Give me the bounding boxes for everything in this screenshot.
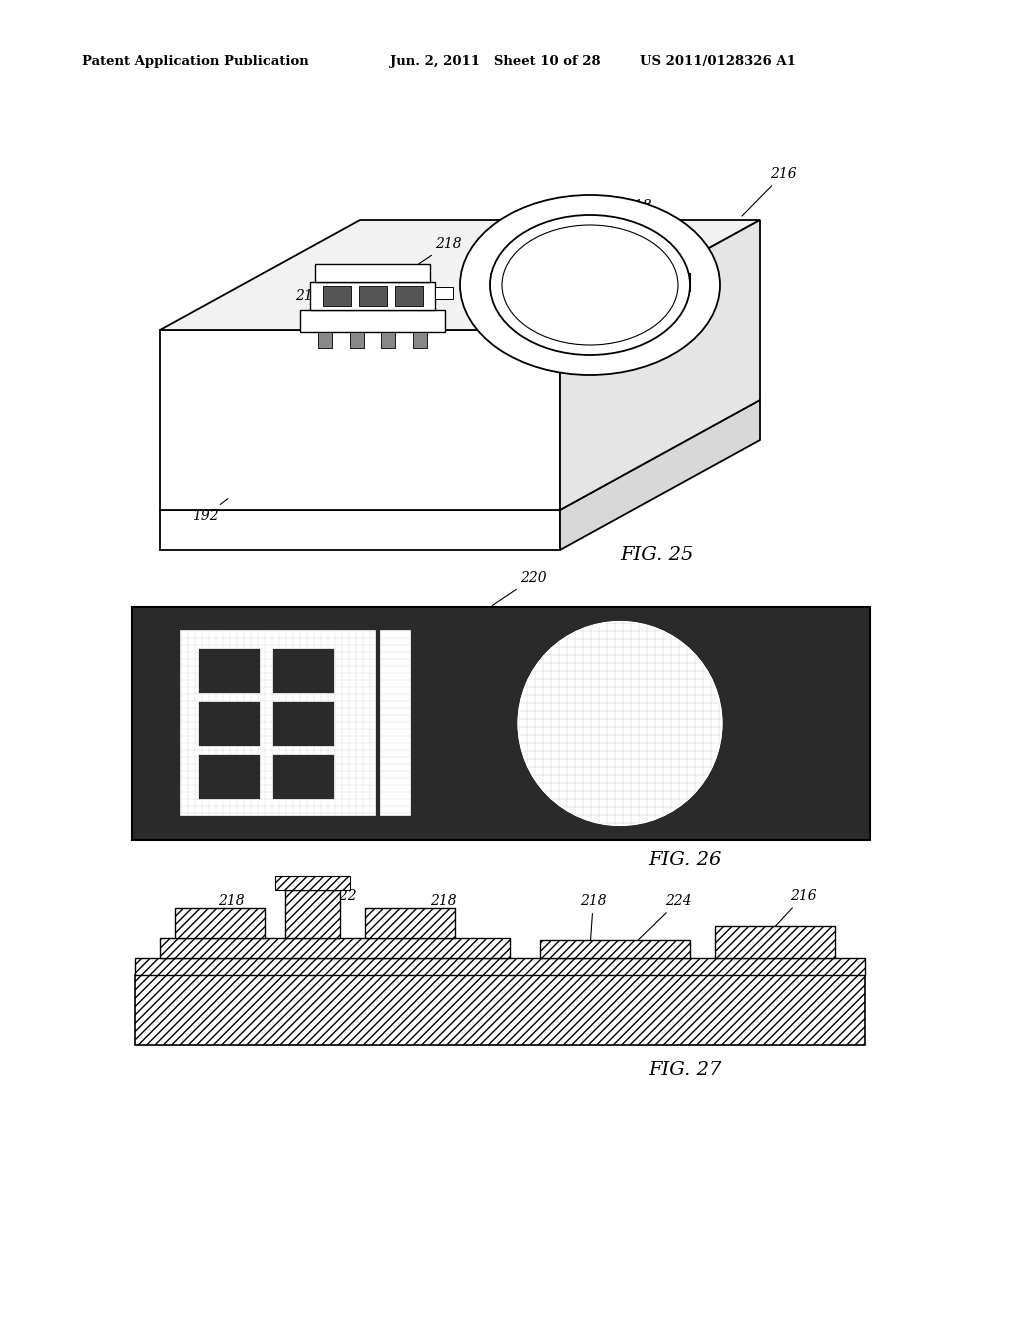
Text: Jun. 2, 2011   Sheet 10 of 28: Jun. 2, 2011 Sheet 10 of 28: [390, 55, 601, 69]
Text: FIG. 26: FIG. 26: [648, 851, 721, 869]
Text: Patent Application Publication: Patent Application Publication: [82, 55, 309, 69]
Polygon shape: [160, 510, 560, 550]
Bar: [365, 908, 455, 939]
Bar: [414, 333, 427, 348]
Text: FIG. 27: FIG. 27: [648, 1061, 721, 1078]
Bar: [540, 940, 690, 958]
Text: 218: 218: [417, 894, 457, 923]
Bar: [349, 333, 364, 348]
Polygon shape: [160, 330, 560, 510]
Text: 192: 192: [193, 499, 227, 523]
Bar: [272, 701, 334, 746]
Polygon shape: [560, 400, 760, 550]
Bar: [175, 908, 265, 939]
Ellipse shape: [490, 215, 690, 355]
Bar: [132, 607, 870, 840]
Text: FIG. 25: FIG. 25: [620, 546, 693, 564]
Circle shape: [518, 622, 722, 825]
Text: 218: 218: [295, 289, 322, 318]
Text: 224: 224: [632, 894, 691, 946]
Text: 220: 220: [493, 572, 547, 606]
Polygon shape: [560, 220, 760, 510]
Bar: [180, 630, 375, 814]
Ellipse shape: [460, 195, 720, 375]
Bar: [272, 754, 334, 799]
Bar: [315, 264, 430, 282]
Bar: [323, 286, 350, 306]
Bar: [310, 282, 435, 310]
Text: 216: 216: [742, 168, 797, 216]
Text: 218: 218: [382, 238, 462, 289]
Bar: [300, 310, 445, 333]
Bar: [317, 333, 332, 348]
Bar: [715, 927, 835, 958]
Bar: [160, 939, 510, 958]
Bar: [272, 648, 334, 693]
Text: 222: 222: [321, 888, 356, 908]
Text: US 2011/0128326 A1: US 2011/0128326 A1: [640, 55, 796, 69]
Text: 218: 218: [218, 894, 245, 923]
Bar: [490, 273, 690, 290]
Text: 218: 218: [602, 199, 651, 251]
Bar: [381, 333, 395, 348]
Bar: [135, 958, 865, 975]
Bar: [135, 975, 865, 1045]
Bar: [198, 648, 260, 693]
Text: 218: 218: [580, 894, 606, 945]
Bar: [285, 890, 340, 939]
Bar: [198, 701, 260, 746]
Bar: [358, 286, 386, 306]
Text: 216: 216: [772, 888, 816, 931]
Ellipse shape: [502, 224, 678, 345]
Bar: [435, 286, 453, 300]
Bar: [275, 876, 350, 890]
Bar: [380, 630, 410, 814]
Bar: [394, 286, 423, 306]
Bar: [198, 754, 260, 799]
Polygon shape: [160, 220, 760, 330]
